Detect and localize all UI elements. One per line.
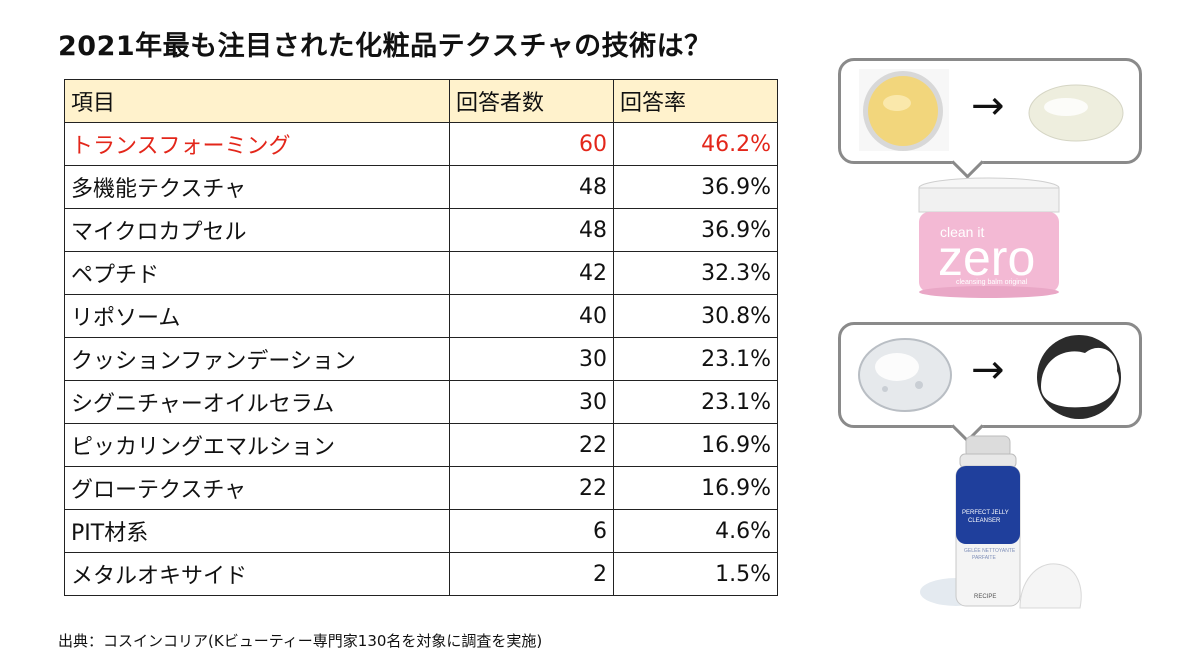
cell-item: メタルオキサイド (64, 552, 450, 596)
cell-item: 多機能テクスチャ (64, 165, 450, 209)
cell-count: 48 (449, 165, 614, 209)
cell-rate: 46.2% (613, 122, 778, 166)
cell-count: 42 (449, 251, 614, 295)
cell-rate: 30.8% (613, 294, 778, 338)
table-row: ペプチド 42 32.3% (64, 251, 778, 295)
cell-count: 2 (449, 552, 614, 596)
cell-count: 22 (449, 423, 614, 467)
column-header-rate: 回答率 (613, 79, 778, 123)
cell-item: マイクロカプセル (64, 208, 450, 252)
cell-count: 6 (449, 509, 614, 553)
page-title: 2021年最も注目された化粧品テクスチャの技術は？ (58, 31, 712, 62)
cleansing-balm-jar-image (918, 177, 1060, 298)
arrow-icon: → (971, 83, 1005, 129)
table-row: クッションファンデーション 30 23.1% (64, 337, 778, 381)
cell-rate: 32.3% (613, 251, 778, 295)
cell-rate: 16.9% (613, 423, 778, 467)
gel-texture-image (858, 338, 952, 412)
table-row: マイクロカプセル 48 36.9% (64, 208, 778, 252)
table-row: PIT材系 6 4.6% (64, 509, 778, 553)
table-header-row: 項目 回答者数 回答率 (64, 79, 778, 123)
cell-count: 30 (449, 380, 614, 424)
cell-item: クッションファンデーション (64, 337, 450, 381)
cell-rate: 23.1% (613, 380, 778, 424)
survey-table: 項目 回答者数 回答率 トランスフォーミング 60 46.2% 多機能テクスチャ 48 3… (64, 79, 778, 596)
cell-count: 48 (449, 208, 614, 252)
product-2-line3: GELÉE NETTOYANTE (964, 548, 1016, 554)
product-2-brand: RECIPE (974, 594, 997, 600)
cell-rate: 23.1% (613, 337, 778, 381)
arrow-icon: → (971, 347, 1005, 393)
table-row: メタルオキサイド 2 1.5% (64, 552, 778, 596)
cell-item: ペプチド (64, 251, 450, 295)
product-1-line3: cleansing balm original (956, 279, 1028, 286)
cell-count: 30 (449, 337, 614, 381)
cell-count: 40 (449, 294, 614, 338)
table-row: ピッカリングエマルション 22 16.9% (64, 423, 778, 467)
texture-bubble-gel: → (838, 322, 1142, 443)
table-row: グローテクスチャ 22 16.9% (64, 466, 778, 510)
cell-item: PIT材系 (64, 509, 450, 553)
cell-item: トランスフォーミング (64, 122, 450, 166)
cell-rate: 36.9% (613, 208, 778, 252)
cell-rate: 16.9% (613, 466, 778, 510)
product-2-line1: PERFECT JELLY (962, 510, 1009, 516)
table-row: シグニチャーオイルセラム 30 23.1% (64, 380, 778, 424)
cell-item: ピッカリングエマルション (64, 423, 450, 467)
balm-texture-image (859, 69, 949, 151)
column-header-item: 項目 (64, 79, 450, 123)
jelly-cleanser-can-image (920, 435, 1082, 609)
column-header-count: 回答者数 (449, 79, 614, 123)
cell-count: 22 (449, 466, 614, 510)
texture-bubble-balm: → (838, 58, 1142, 179)
cell-rate: 4.6% (613, 509, 778, 553)
table-body: トランスフォーミング 60 46.2% 多機能テクスチャ 48 36.9% マイクロカプセル… (64, 122, 778, 596)
cell-rate: 36.9% (613, 165, 778, 209)
cell-item: グローテクスチャ (64, 466, 450, 510)
oil-texture-image (1028, 84, 1124, 142)
cell-item: シグニチャーオイルセラム (64, 380, 450, 424)
foam-texture-image (1037, 335, 1121, 419)
table-row: 多機能テクスチャ 48 36.9% (64, 165, 778, 209)
table-row: トランスフォーミング 60 46.2% (64, 122, 778, 166)
product-2-line4: PARFAITE (972, 555, 996, 561)
cell-rate: 1.5% (613, 552, 778, 596)
product-1-line2: zero (938, 230, 1036, 286)
product-2-line2: CLEANSER (968, 518, 1001, 524)
table-row: リポソーム 40 30.8% (64, 294, 778, 338)
source-note: 出典：コスインコリア(Kビューティー専門家130名を対象に調査を実施) (58, 632, 543, 650)
product-1-line1: clean it (940, 224, 985, 240)
cell-count: 60 (449, 122, 614, 166)
cell-item: リポソーム (64, 294, 450, 338)
